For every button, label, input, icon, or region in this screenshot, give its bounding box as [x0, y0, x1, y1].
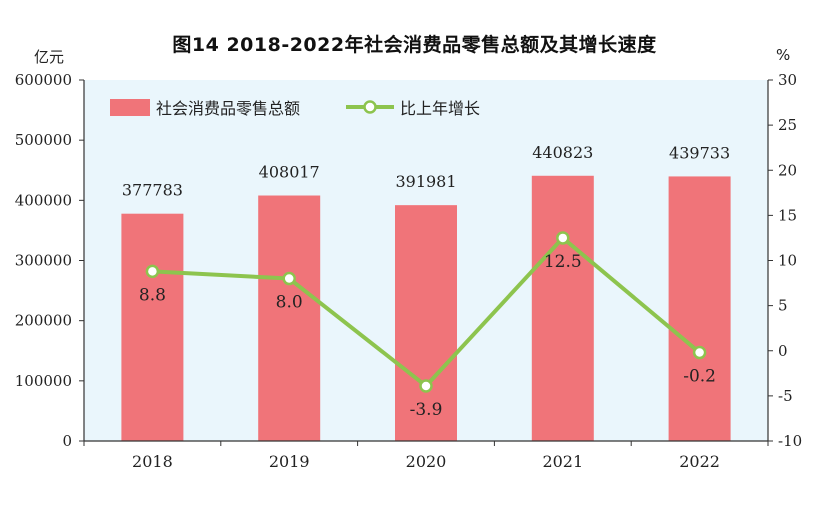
- growth-point-2019: [282, 271, 296, 286]
- chart-title: 图14 2018-2022年社会消费品零售总额及其增长速度: [172, 34, 657, 56]
- right-tick-label: 20: [778, 161, 797, 179]
- legend-line-label: 比上年增长: [400, 99, 480, 118]
- bar-2019: [258, 195, 321, 441]
- right-tick-label: -10: [778, 432, 802, 450]
- growth-value-label: 8.0: [276, 293, 303, 313]
- x-tick-label: 2019: [269, 452, 310, 471]
- growth-point-2021: [556, 231, 570, 245]
- left-tick-label: 0: [62, 432, 72, 450]
- right-tick-label: 5: [778, 297, 788, 315]
- x-tick-label: 2020: [406, 452, 447, 471]
- bar-2022: [668, 176, 731, 441]
- left-tick-label: 600000: [15, 71, 72, 89]
- bar-value-label: 391981: [395, 172, 456, 191]
- growth-value-label: 8.8: [139, 285, 166, 305]
- right-tick-label: 10: [778, 252, 797, 270]
- x-tick-label: 2018: [132, 452, 173, 471]
- left-tick-label: 100000: [15, 372, 72, 390]
- bar-value-label: 440823: [532, 143, 593, 162]
- right-tick-label: -5: [778, 387, 793, 405]
- x-tick-label: 2021: [542, 452, 583, 471]
- growth-value-label: 12.5: [544, 252, 582, 272]
- growth-point-2022: [692, 345, 707, 360]
- bar-value-label: 439733: [669, 143, 730, 162]
- right-axis-unit: %: [776, 46, 791, 64]
- legend-bar-label: 社会消费品零售总额: [156, 99, 300, 118]
- right-tick-label: 0: [778, 342, 788, 360]
- growth-point-2020: [419, 379, 433, 393]
- bar-2018: [121, 213, 184, 441]
- legend-line-marker: [363, 100, 377, 114]
- left-axis-unit: 亿元: [34, 48, 65, 66]
- growth-point-2018: [145, 264, 160, 279]
- bar-2021: [531, 175, 594, 442]
- bar-2020: [395, 205, 457, 441]
- left-tick-label: 400000: [15, 191, 72, 209]
- left-tick-label: 300000: [15, 252, 72, 270]
- right-tick-label: 25: [778, 116, 797, 134]
- bar-value-label: 408017: [259, 163, 320, 182]
- bar-value-label: 377783: [122, 181, 183, 200]
- growth-value-label: -3.9: [410, 400, 443, 420]
- x-tick-label: 2022: [679, 452, 720, 471]
- right-tick-label: 15: [778, 206, 797, 224]
- growth-value-label: -0.2: [683, 367, 716, 387]
- right-tick-label: 30: [778, 71, 797, 89]
- left-tick-label: 500000: [15, 131, 72, 149]
- legend-bar-swatch: [110, 99, 150, 116]
- left-tick-label: 200000: [15, 312, 72, 330]
